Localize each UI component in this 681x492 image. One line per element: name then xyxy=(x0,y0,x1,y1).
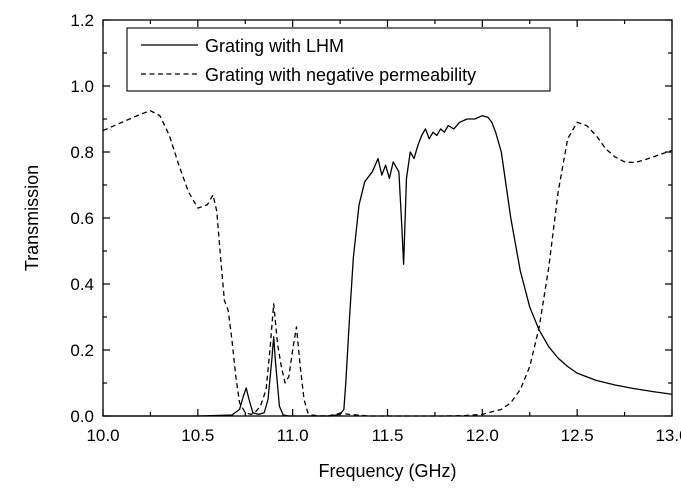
y-tick-label: 0.8 xyxy=(70,143,94,162)
x-axis-title: Frequency (GHz) xyxy=(318,461,456,481)
y-tick-label: 0.6 xyxy=(70,209,94,228)
legend-box xyxy=(126,27,551,92)
axes: 10.0 10.5 11.0 11.5 12.0 12.5 13.0 0.0 0.2 0.4 0.6… xyxy=(70,11,681,445)
x-tick-label: 11.5 xyxy=(372,426,404,445)
y-tick-label: 0.2 xyxy=(70,341,94,360)
y-tick-label: 1.0 xyxy=(70,77,94,96)
y-tick-label: 0.0 xyxy=(70,407,94,426)
x-tick-label: 10.5 xyxy=(181,426,214,445)
y-tick-label: 0.4 xyxy=(70,275,94,294)
series-line-negative-permeability xyxy=(102,110,673,417)
y-tick-label: 1.2 xyxy=(70,11,94,30)
x-tick-label: 13.0 xyxy=(655,426,681,445)
series-line-lhm xyxy=(103,115,673,417)
x-tick-label: 12.0 xyxy=(466,426,499,445)
x-tick-label: 10.0 xyxy=(86,426,119,445)
plot-area xyxy=(102,110,673,417)
legend: Grating with LHM Grating with negative p… xyxy=(126,27,551,92)
y-axis-title: Transmission xyxy=(22,165,42,271)
legend-label-lhm: Grating with LHM xyxy=(205,36,344,56)
x-tick-label: 11.0 xyxy=(277,426,309,445)
x-tick-label: 12.5 xyxy=(561,426,594,445)
legend-label-negative-permeability: Grating with negative permeability xyxy=(205,65,476,85)
